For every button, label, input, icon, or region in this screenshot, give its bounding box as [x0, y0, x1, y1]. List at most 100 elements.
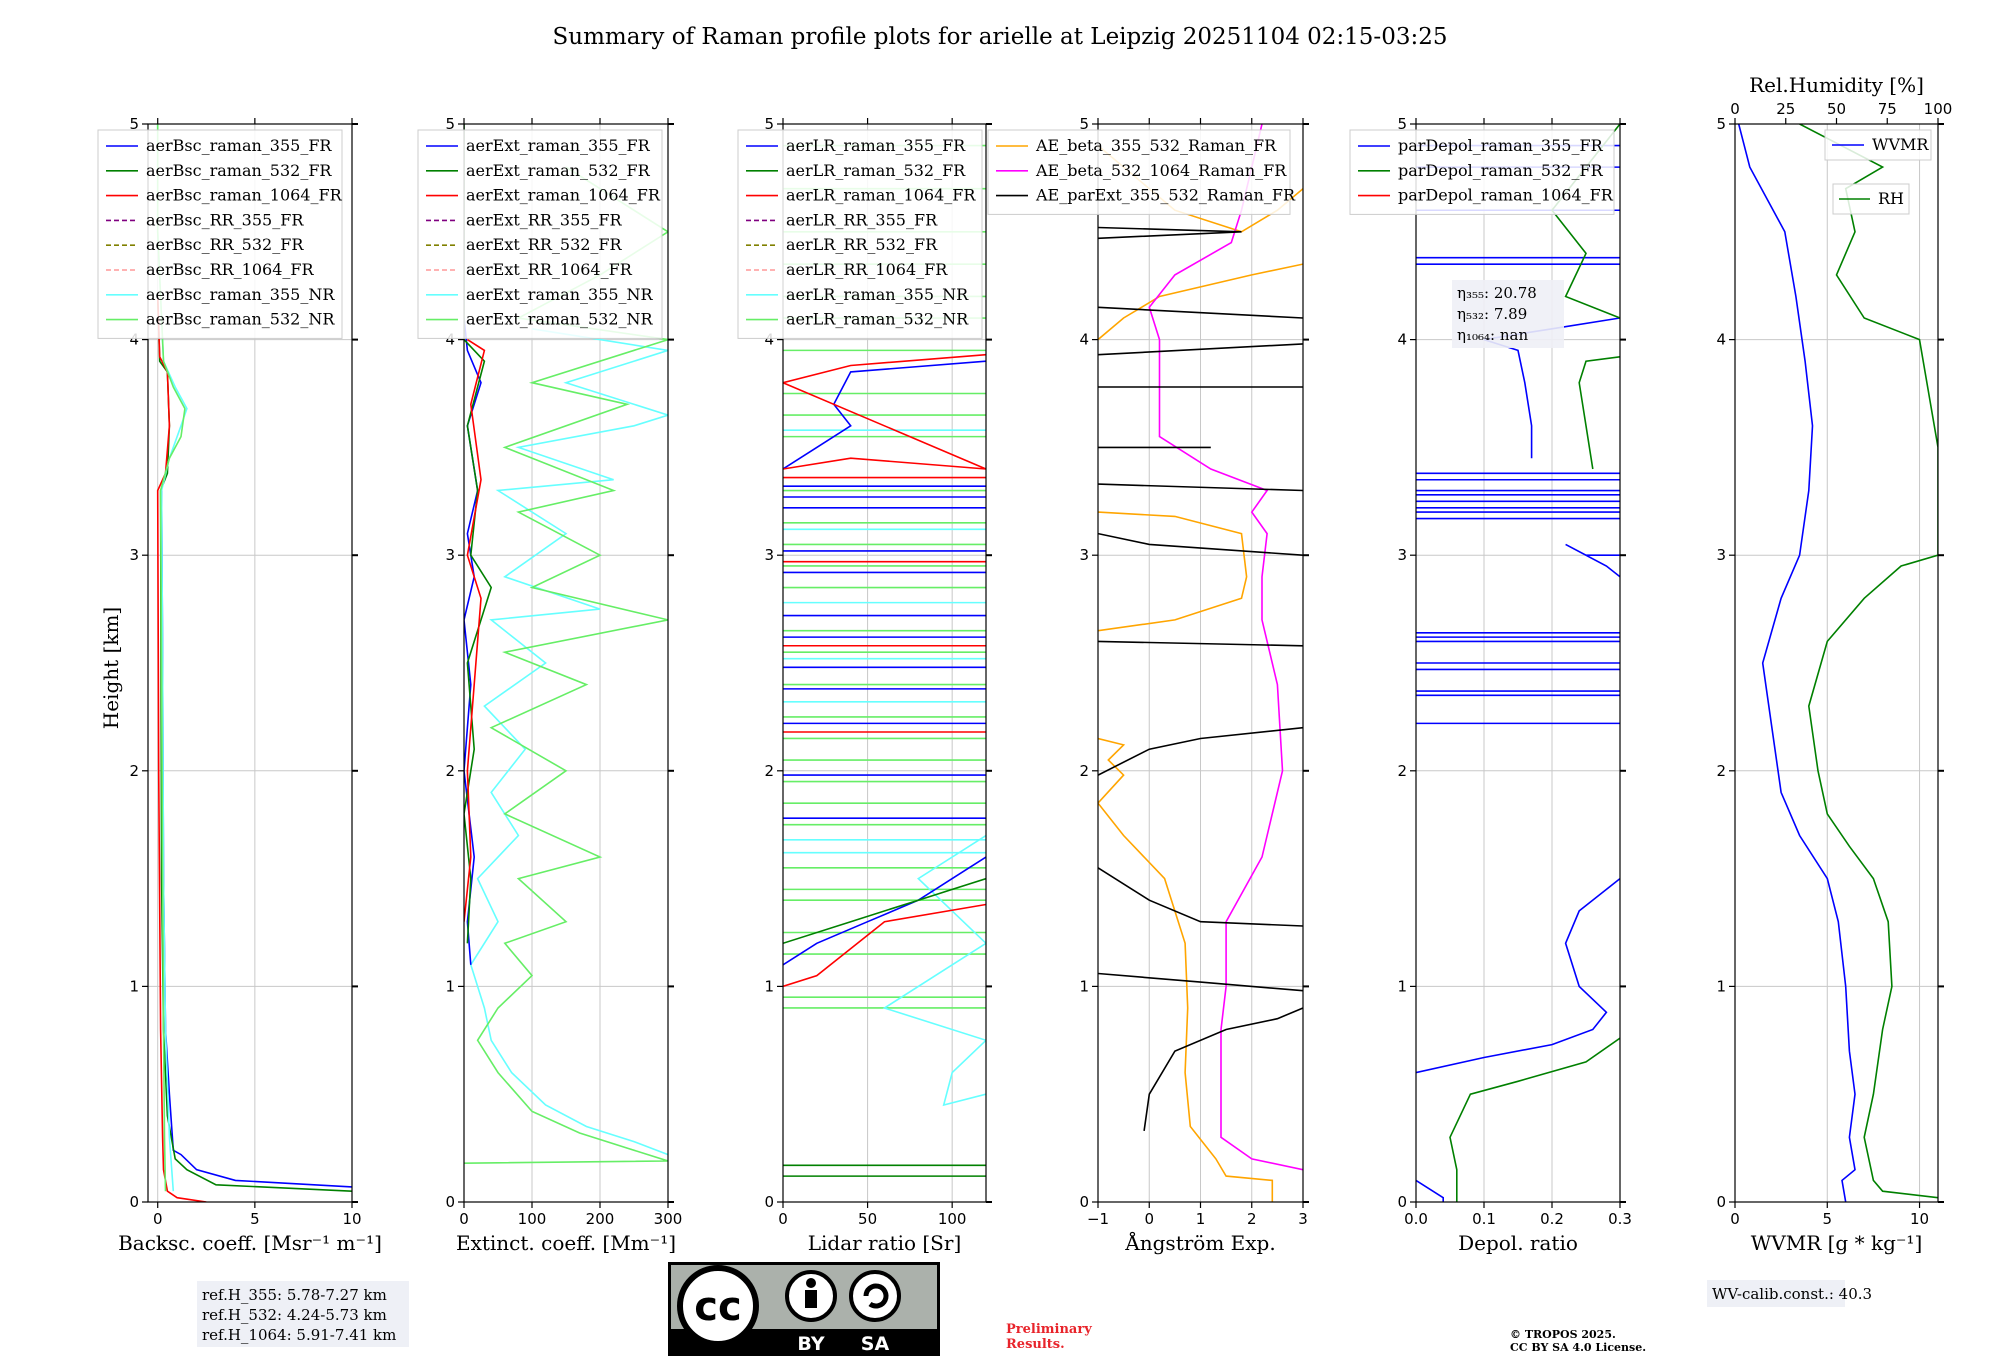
legend-label: aerExt_raman_532_FR	[466, 161, 651, 180]
series-line	[464, 166, 668, 1164]
y-tick-label: 1	[764, 977, 774, 995]
eta-value: η₅₃₂: 7.89	[1457, 305, 1527, 323]
series-line	[1098, 343, 1303, 356]
legend-label: aerLR_raman_355_FR	[786, 136, 966, 155]
y-tick-label: 4	[1079, 331, 1089, 349]
panel-ext: 0 100 200 300 0 1 2 3 4 5 Extinct. coeff. [Mm⁻¹] ae…	[417, 115, 682, 1255]
x-axis-label: Lidar ratio [Sr]	[808, 1231, 962, 1255]
series-line	[783, 353, 986, 470]
y-tick-label: 1	[1079, 977, 1089, 995]
ref-height-box-bg	[197, 1281, 409, 1347]
wv-calib-text: WV-calib.const.: 40.3	[1712, 1285, 1872, 1303]
x-tick-label: 0	[153, 1210, 163, 1228]
legend-label: aerBsc_raman_355_FR	[146, 136, 332, 155]
y-tick-label: 0	[129, 1193, 139, 1211]
legend-label: aerBsc_raman_355_NR	[146, 285, 335, 304]
y-tick-label: 3	[445, 546, 455, 564]
series-line	[464, 124, 493, 944]
y-tick-label: 4	[129, 331, 139, 349]
y-tick-label: 5	[764, 115, 774, 133]
series-line	[156, 124, 186, 1192]
panel-depol: 0.0 0.1 0.2 0.3 0 1 2 3 4 5 Depol. ratio parDepol_r…	[1349, 115, 1632, 1255]
x-tick-label: 0	[1144, 1210, 1154, 1228]
axes-frame	[1734, 123, 1939, 1203]
y-tick-label: 0	[1079, 1193, 1089, 1211]
series-line	[1416, 1179, 1444, 1202]
eta-value: η₁₀₆₄: nan	[1457, 326, 1528, 344]
x-tick-label: 3	[1298, 1210, 1308, 1228]
legend-label: AE_parExt_355_532_Raman_FR	[1035, 186, 1296, 205]
ref-height-box: ref.H_355: 5.78-7.27 km ref.H_532: 4.24-…	[197, 1281, 409, 1347]
cc-logo-text: cc	[694, 1284, 741, 1330]
y-tick-label: 3	[1716, 546, 1726, 564]
legend-label: aerExt_RR_532_FR	[466, 235, 623, 254]
y-tick-label: 3	[1079, 546, 1089, 564]
y-tick-label: 5	[1079, 115, 1089, 133]
legend-box	[987, 129, 1291, 215]
y-tick-label: 2	[1397, 762, 1407, 780]
top-x-tick-label: 50	[1827, 100, 1846, 118]
x-tick-label: 0.0	[1404, 1210, 1428, 1228]
series-line	[1098, 867, 1303, 927]
legend-label: aerBsc_RR_532_FR	[146, 235, 304, 254]
legend-label: aerLR_RR_1064_FR	[786, 260, 948, 279]
legend-label: aerExt_raman_355_FR	[466, 136, 651, 155]
top-x-tick-label: 75	[1878, 100, 1897, 118]
y-tick-label: 0	[445, 1193, 455, 1211]
y-tick-label: 2	[1716, 762, 1726, 780]
y-tick-label: 3	[1397, 546, 1407, 564]
legend-label: aerExt_raman_355_NR	[466, 285, 654, 304]
legend-label: aerLR_RR_532_FR	[786, 235, 938, 254]
x-tick-label: 0	[778, 1210, 788, 1228]
legend-label: aerLR_raman_1064_FR	[786, 186, 976, 205]
legend-box	[417, 129, 663, 339]
legend-label: parDepol_raman_1064_FR	[1398, 186, 1614, 205]
x-tick-label: 0	[459, 1210, 469, 1228]
x-axis-label: Ångström Exp.	[1124, 1230, 1275, 1255]
y-tick-label: 1	[129, 977, 139, 995]
y-tick-label: 2	[1079, 762, 1089, 780]
x-tick-label: 2	[1247, 1210, 1257, 1228]
series-line	[469, 328, 668, 1156]
wv-calib-bg	[1707, 1280, 1845, 1307]
y-tick-label: 2	[445, 762, 455, 780]
y-tick-label: 5	[129, 115, 139, 133]
x-tick-label: 0.2	[1540, 1210, 1564, 1228]
x-axis-label: Backsc. coeff. [Msr⁻¹ m⁻¹]	[118, 1231, 382, 1255]
plot-area-ext	[464, 124, 668, 1164]
y-tick-label: 1	[1716, 977, 1726, 995]
sa-arrow-icon	[849, 1270, 901, 1322]
y-tick-label: 5	[1397, 115, 1407, 133]
series-line	[464, 338, 486, 922]
series-line	[1098, 306, 1303, 319]
axes-frame	[463, 123, 669, 1203]
cc-license-logo: cc BY SA	[668, 1262, 940, 1356]
eta-value: η₃₅₅: 20.78	[1457, 284, 1537, 302]
series-line	[882, 834, 986, 1107]
y-tick-label: 5	[445, 115, 455, 133]
ref-height-532: ref.H_532: 4.24-5.73 km	[202, 1306, 387, 1324]
plot-area-bsc	[156, 124, 352, 1202]
x-axis-label: Extinct. coeff. [Mm⁻¹]	[456, 1231, 676, 1255]
series-line	[1799, 124, 1938, 1199]
y-tick-label: 4	[1397, 331, 1407, 349]
series-line	[783, 877, 986, 945]
eta-box-bg	[1452, 280, 1564, 348]
top-x-tick-label: 100	[1924, 100, 1953, 118]
sa-arrow-path	[863, 1283, 889, 1309]
legend-label: aerLR_RR_355_FR	[786, 210, 938, 229]
preliminary-line-1: Preliminary	[1006, 1322, 1092, 1337]
legend-ext: aerExt_raman_355_FR aerExt_raman_532_FRae…	[417, 129, 663, 339]
legend-bsc: aerBsc_raman_355_FR aerBsc_raman_532_FRae…	[97, 129, 343, 339]
ref-height-1064: ref.H_1064: 5.91-7.41 km	[202, 1326, 396, 1344]
series-line	[1098, 532, 1303, 556]
panel-bsc: 0 5 10 0 1 2 3 4 5 Backsc. coeff. [Msr⁻¹ m⁻¹] aerB…	[97, 115, 382, 1255]
legend-label: AE_beta_532_1064_Raman_FR	[1035, 161, 1287, 180]
legend-ae: AE_beta_355_532_Raman_FR AE_beta_532_1064…	[987, 129, 1296, 215]
y-tick-label: 4	[764, 331, 774, 349]
legend-label: aerExt_raman_1064_FR	[466, 186, 661, 205]
legend-lr: aerLR_raman_355_FR aerLR_raman_532_FR aerL…	[737, 129, 983, 339]
y-tick-label: 3	[129, 546, 139, 564]
